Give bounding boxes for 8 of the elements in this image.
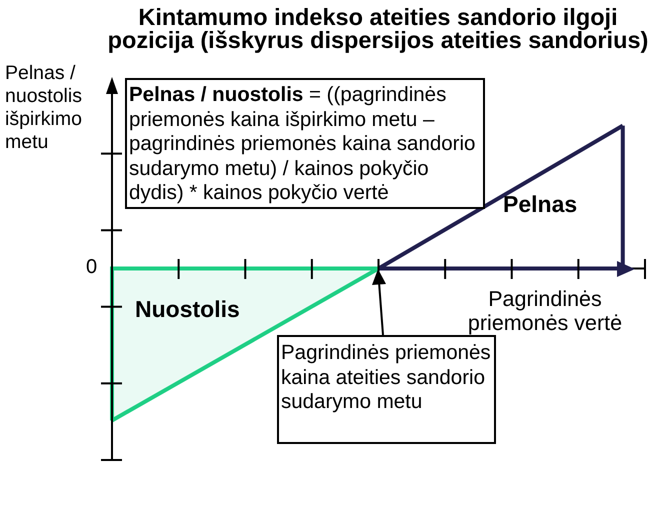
y-axis-title: Pelnas / nuostolis išpirkimo metu (5, 62, 83, 154)
text-box: Pagrindinės priemonės kaina ateities sandorio sudarymo metu (277, 335, 496, 444)
chart-title: Kintamumo indekso ateities sandorio ilgoji pozicija (išskyrus dispersijos ateities sandorius) (106, 4, 650, 53)
text-box: Pelnas / nuostolis = ((pagrindinės priemonės kaina išpirkimo metu – pagrindinės priemonės kaina sandorio sudarymo metu) / kainos pokyčio dydis) * kainos pokyčio vertė (125, 78, 485, 209)
series-label: Nuostolis (135, 296, 240, 323)
x-axis-title: Pagrindinės priemonės vertė (466, 287, 624, 335)
series-label: Pelnas (503, 191, 578, 218)
text: 0 (86, 256, 98, 279)
